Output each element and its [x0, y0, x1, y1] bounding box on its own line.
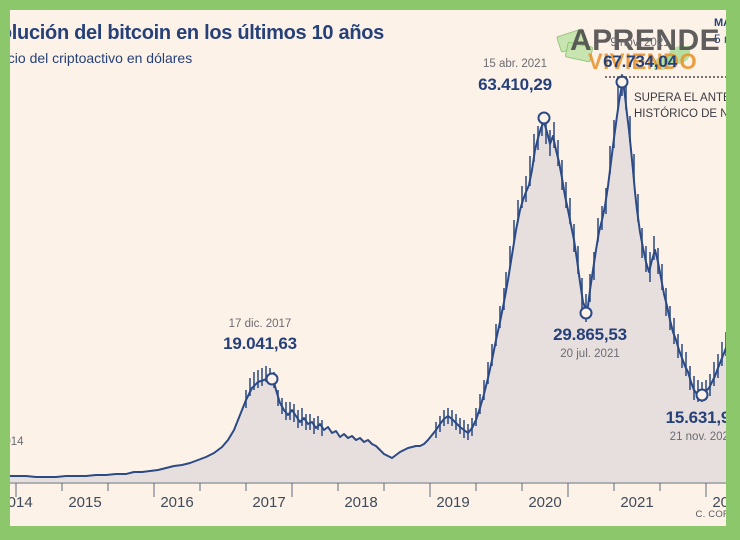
record-dotted-line: [604, 76, 726, 78]
page-subtitle: Precio del criptoactivo en dólares: [10, 50, 193, 66]
record-callout: SUPERA EL ANTER HISTÓRICO DE N: [634, 90, 726, 122]
annotation-peak-abr-2021-date: 15 abr. 2021: [483, 58, 547, 70]
annotation-max-right-date: 5 ma: [714, 32, 726, 46]
annotation-peak-nov-2021-value: 67.734,04: [603, 52, 677, 71]
annotation-low-jul-2021-date: 20 jul. 2021: [560, 348, 620, 360]
x-tick-2019: 2019: [436, 494, 470, 511]
x-tick-2015: 2015: [68, 494, 102, 511]
annotation-max-right: MÁ 5 ma: [714, 16, 726, 48]
x-axis-ticks: [15, 483, 707, 497]
annotation-low-jul-2021: 29.865,53 20 jul. 2021: [515, 323, 665, 363]
bitcoin-price-chart: [10, 10, 726, 526]
source-credit: C. COR: [695, 509, 726, 520]
marker-low-jul-2021: [579, 306, 593, 320]
annotation-low-nov-2022-value: 15.631,95: [665, 408, 726, 427]
x-tick-2018: 2018: [344, 494, 378, 511]
x-tick-2016: 2016: [160, 494, 194, 511]
annotation-peak-2017-date: 17 dic. 2017: [228, 318, 292, 330]
chart-svg: [10, 74, 726, 497]
x-tick-2017: 2017: [252, 494, 286, 511]
x-tick-2022: 2022: [712, 494, 726, 511]
annotation-peak-2017-value: 19.041,63: [223, 334, 297, 353]
x-tick-2020: 2020: [528, 494, 562, 511]
marker-peak-nov-2021: [615, 75, 629, 89]
chart-card: Evolución del bitcoin en los últimos 10 …: [10, 10, 726, 526]
annotation-peak-nov-2021: 9 nov. 2021 67.734,04: [575, 35, 705, 73]
annotation-low-jul-2021-value: 29.865,53: [553, 325, 627, 344]
annotation-peak-abr-2021-value: 63.410,29: [478, 75, 552, 94]
record-callout-line2: HISTÓRICO DE N: [634, 108, 726, 120]
annotation-peak-nov-2021-date: 9 nov. 2021: [610, 37, 670, 49]
marker-peak-abr-2021: [537, 111, 551, 125]
annotation-max-right-label: MÁ: [714, 17, 726, 29]
marker-low-nov-2022: [695, 388, 709, 402]
x-tick-2014: 2014: [10, 494, 33, 511]
annotation-low-nov-2022: 15.631,95 21 nov. 2022: [635, 406, 726, 446]
annotation-start-2014: 2014: [10, 432, 24, 450]
annotation-peak-abr-2021: 15 abr. 2021 63.410,29: [435, 55, 595, 97]
page-title: Evolución del bitcoin en los últimos 10 …: [10, 22, 384, 44]
price-area-fill: [10, 82, 726, 482]
annotation-low-nov-2022-date: 21 nov. 2022: [669, 431, 726, 443]
price-volatility-ticks: [245, 74, 726, 440]
record-callout-line1: SUPERA EL ANTER: [634, 92, 726, 104]
annotation-start-2014-date: 2014: [10, 436, 24, 448]
annotation-peak-2017: 17 dic. 2017 19.041,63: [160, 315, 360, 355]
x-tick-2021: 2021: [620, 494, 654, 511]
marker-peak-2017: [265, 372, 279, 386]
x-axis: 2014 2015 2016 2017 2018 2019 2020 2021 …: [10, 482, 726, 522]
